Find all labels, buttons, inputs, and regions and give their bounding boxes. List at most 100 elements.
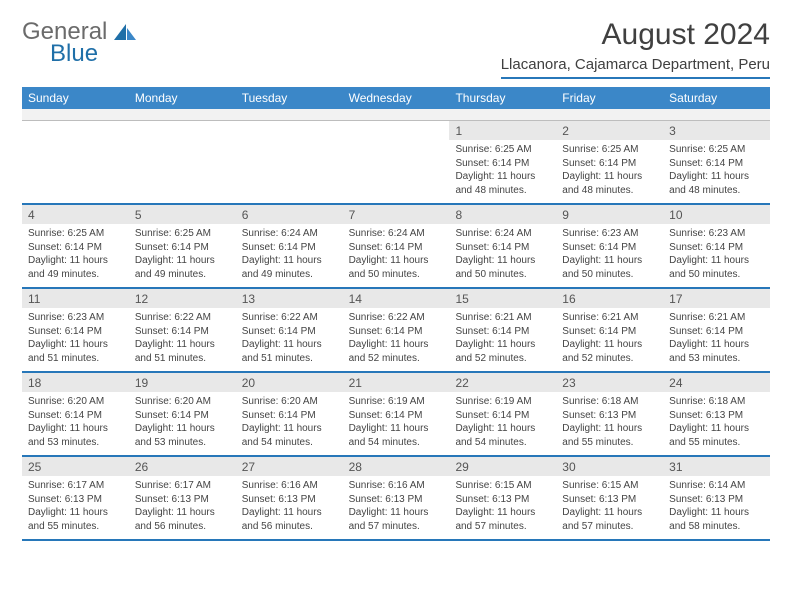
day-header: Thursday: [449, 87, 556, 109]
sunset-text: Sunset: 6:13 PM: [562, 409, 657, 423]
sunrise-text: Sunrise: 6:19 AM: [349, 395, 444, 409]
empty-band: [22, 121, 129, 140]
day-cell: 26Sunrise: 6:17 AMSunset: 6:13 PMDayligh…: [129, 457, 236, 541]
daylight-text: Daylight: 11 hours and 48 minutes.: [455, 170, 550, 197]
daylight-text: Daylight: 11 hours and 49 minutes.: [242, 254, 337, 281]
day-cell: 8Sunrise: 6:24 AMSunset: 6:14 PMDaylight…: [449, 205, 556, 289]
day-cell: 18Sunrise: 6:20 AMSunset: 6:14 PMDayligh…: [22, 373, 129, 457]
day-number: 12: [129, 289, 236, 308]
sunrise-text: Sunrise: 6:20 AM: [242, 395, 337, 409]
sunset-text: Sunset: 6:14 PM: [455, 325, 550, 339]
daylight-text: Daylight: 11 hours and 53 minutes.: [669, 338, 764, 365]
sunset-text: Sunset: 6:14 PM: [135, 409, 230, 423]
daylight-text: Daylight: 11 hours and 52 minutes.: [349, 338, 444, 365]
daylight-text: Daylight: 11 hours and 54 minutes.: [349, 422, 444, 449]
day-cell: 30Sunrise: 6:15 AMSunset: 6:13 PMDayligh…: [556, 457, 663, 541]
sunrise-text: Sunrise: 6:21 AM: [669, 311, 764, 325]
day-details: Sunrise: 6:16 AMSunset: 6:13 PMDaylight:…: [236, 476, 343, 539]
day-details: Sunrise: 6:24 AMSunset: 6:14 PMDaylight:…: [236, 224, 343, 287]
day-cell: [22, 121, 129, 205]
daylight-text: Daylight: 11 hours and 55 minutes.: [562, 422, 657, 449]
day-details: Sunrise: 6:21 AMSunset: 6:14 PMDaylight:…: [449, 308, 556, 371]
day-number: 18: [22, 373, 129, 392]
daylight-text: Daylight: 11 hours and 58 minutes.: [669, 506, 764, 533]
day-details: Sunrise: 6:22 AMSunset: 6:14 PMDaylight:…: [129, 308, 236, 371]
weeks-container: 1Sunrise: 6:25 AMSunset: 6:14 PMDaylight…: [22, 121, 770, 541]
week-row: 1Sunrise: 6:25 AMSunset: 6:14 PMDaylight…: [22, 121, 770, 205]
day-details: Sunrise: 6:23 AMSunset: 6:14 PMDaylight:…: [556, 224, 663, 287]
daylight-text: Daylight: 11 hours and 54 minutes.: [455, 422, 550, 449]
sunset-text: Sunset: 6:13 PM: [562, 493, 657, 507]
day-details: Sunrise: 6:20 AMSunset: 6:14 PMDaylight:…: [236, 392, 343, 455]
daylight-text: Daylight: 11 hours and 50 minutes.: [669, 254, 764, 281]
daylight-text: Daylight: 11 hours and 51 minutes.: [242, 338, 337, 365]
logo: General Blue: [22, 18, 138, 74]
day-cell: 15Sunrise: 6:21 AMSunset: 6:14 PMDayligh…: [449, 289, 556, 373]
day-number: 31: [663, 457, 770, 476]
day-cell: 17Sunrise: 6:21 AMSunset: 6:14 PMDayligh…: [663, 289, 770, 373]
daylight-text: Daylight: 11 hours and 54 minutes.: [242, 422, 337, 449]
sunrise-text: Sunrise: 6:18 AM: [669, 395, 764, 409]
day-number: 19: [129, 373, 236, 392]
empty-band: [236, 121, 343, 140]
day-number: 22: [449, 373, 556, 392]
day-number: 24: [663, 373, 770, 392]
day-number: 10: [663, 205, 770, 224]
day-cell: 7Sunrise: 6:24 AMSunset: 6:14 PMDaylight…: [343, 205, 450, 289]
sunset-text: Sunset: 6:14 PM: [669, 241, 764, 255]
sunset-text: Sunset: 6:14 PM: [28, 241, 123, 255]
daylight-text: Daylight: 11 hours and 57 minutes.: [349, 506, 444, 533]
sunrise-text: Sunrise: 6:24 AM: [455, 227, 550, 241]
sunrise-text: Sunrise: 6:25 AM: [455, 143, 550, 157]
title-block: August 2024 Llacanora, Cajamarca Departm…: [501, 18, 770, 79]
sunset-text: Sunset: 6:13 PM: [242, 493, 337, 507]
calendar: SundayMondayTuesdayWednesdayThursdayFrid…: [22, 87, 770, 541]
header: General Blue August 2024 Llacanora, Caja…: [22, 18, 770, 79]
day-number: 26: [129, 457, 236, 476]
day-number: 15: [449, 289, 556, 308]
day-details: Sunrise: 6:20 AMSunset: 6:14 PMDaylight:…: [129, 392, 236, 455]
sunrise-text: Sunrise: 6:25 AM: [28, 227, 123, 241]
day-header-row: SundayMondayTuesdayWednesdayThursdayFrid…: [22, 87, 770, 109]
sunrise-text: Sunrise: 6:16 AM: [242, 479, 337, 493]
day-details: Sunrise: 6:25 AMSunset: 6:14 PMDaylight:…: [449, 140, 556, 203]
daylight-text: Daylight: 11 hours and 51 minutes.: [135, 338, 230, 365]
day-cell: 6Sunrise: 6:24 AMSunset: 6:14 PMDaylight…: [236, 205, 343, 289]
day-number: 11: [22, 289, 129, 308]
day-details: Sunrise: 6:21 AMSunset: 6:14 PMDaylight:…: [663, 308, 770, 371]
daylight-text: Daylight: 11 hours and 57 minutes.: [562, 506, 657, 533]
day-details: Sunrise: 6:25 AMSunset: 6:14 PMDaylight:…: [129, 224, 236, 287]
sunset-text: Sunset: 6:13 PM: [669, 493, 764, 507]
sunset-text: Sunset: 6:13 PM: [28, 493, 123, 507]
sunrise-text: Sunrise: 6:22 AM: [349, 311, 444, 325]
day-cell: 1Sunrise: 6:25 AMSunset: 6:14 PMDaylight…: [449, 121, 556, 205]
day-details: Sunrise: 6:16 AMSunset: 6:13 PMDaylight:…: [343, 476, 450, 539]
day-details: Sunrise: 6:25 AMSunset: 6:14 PMDaylight:…: [663, 140, 770, 203]
day-cell: 14Sunrise: 6:22 AMSunset: 6:14 PMDayligh…: [343, 289, 450, 373]
day-cell: [236, 121, 343, 205]
sunset-text: Sunset: 6:13 PM: [669, 409, 764, 423]
daylight-text: Daylight: 11 hours and 49 minutes.: [28, 254, 123, 281]
sunset-text: Sunset: 6:14 PM: [669, 157, 764, 171]
spacer-row: [22, 109, 770, 121]
sunset-text: Sunset: 6:14 PM: [28, 325, 123, 339]
daylight-text: Daylight: 11 hours and 56 minutes.: [242, 506, 337, 533]
location: Llacanora, Cajamarca Department, Peru: [501, 56, 770, 79]
day-number: 3: [663, 121, 770, 140]
daylight-text: Daylight: 11 hours and 57 minutes.: [455, 506, 550, 533]
day-details: Sunrise: 6:17 AMSunset: 6:13 PMDaylight:…: [129, 476, 236, 539]
daylight-text: Daylight: 11 hours and 52 minutes.: [562, 338, 657, 365]
sunset-text: Sunset: 6:14 PM: [455, 409, 550, 423]
day-number: 13: [236, 289, 343, 308]
day-cell: 4Sunrise: 6:25 AMSunset: 6:14 PMDaylight…: [22, 205, 129, 289]
day-cell: 13Sunrise: 6:22 AMSunset: 6:14 PMDayligh…: [236, 289, 343, 373]
day-cell: 5Sunrise: 6:25 AMSunset: 6:14 PMDaylight…: [129, 205, 236, 289]
day-details: Sunrise: 6:25 AMSunset: 6:14 PMDaylight:…: [22, 224, 129, 287]
day-header: Friday: [556, 87, 663, 109]
day-number: 16: [556, 289, 663, 308]
sunrise-text: Sunrise: 6:24 AM: [242, 227, 337, 241]
daylight-text: Daylight: 11 hours and 50 minutes.: [562, 254, 657, 281]
sunset-text: Sunset: 6:14 PM: [349, 409, 444, 423]
week-row: 18Sunrise: 6:20 AMSunset: 6:14 PMDayligh…: [22, 373, 770, 457]
day-details: Sunrise: 6:17 AMSunset: 6:13 PMDaylight:…: [22, 476, 129, 539]
